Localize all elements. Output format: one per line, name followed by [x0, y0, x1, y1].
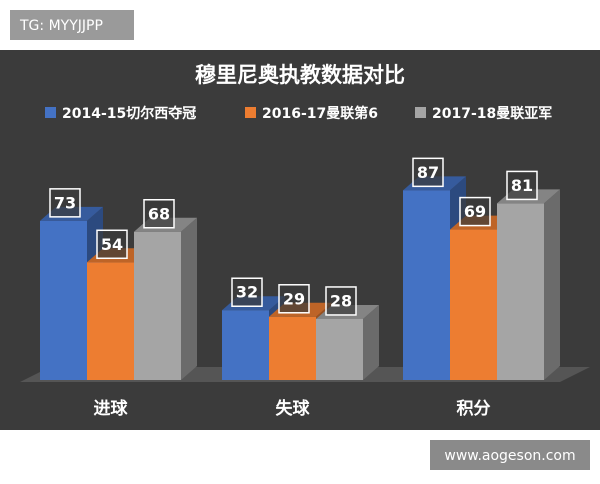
value-label-box: [231, 277, 263, 307]
legend-swatch: [245, 107, 256, 118]
value-label-box: [506, 170, 538, 201]
value-label: 73: [54, 193, 76, 212]
watermark: www.aogeson.com: [444, 448, 575, 464]
legend-swatch: [415, 107, 426, 118]
value-label-box: [278, 284, 310, 314]
x-tick-label: 积分: [457, 399, 491, 419]
bar: [403, 190, 450, 380]
value-label: 29: [283, 289, 305, 308]
value-label-box: [143, 199, 175, 229]
bar: [316, 318, 363, 380]
bar: [269, 316, 316, 380]
bar-side: [544, 189, 560, 380]
value-label: 81: [511, 176, 533, 195]
value-label-box: [325, 286, 357, 316]
bar: [40, 220, 87, 380]
bar: [134, 231, 181, 380]
watermark-box: [430, 440, 590, 470]
watermark-box: [10, 10, 134, 40]
value-label: 54: [101, 235, 123, 254]
bar: [497, 203, 544, 380]
legend-label: 2014-15切尔西夺冠: [62, 105, 196, 122]
chart-title: 穆里尼奥执教数据对比: [195, 63, 405, 87]
value-label: 28: [330, 291, 352, 310]
legend-label: 2016-17曼联第6: [262, 105, 378, 122]
value-label-box: [459, 196, 491, 227]
value-label-box: [412, 157, 444, 188]
x-tick-label: 进球: [94, 399, 129, 419]
watermark: TG: MYYJJPP: [19, 18, 103, 34]
value-label: 69: [464, 202, 486, 221]
value-label: 32: [236, 283, 258, 302]
value-label-box: [96, 229, 128, 260]
legend-label: 2017-18曼联亚军: [432, 106, 552, 122]
value-label: 68: [148, 204, 170, 223]
value-label-box: [49, 188, 81, 218]
bar: [450, 229, 497, 380]
value-label: 87: [417, 163, 439, 182]
bar-side: [363, 304, 379, 380]
bar: [87, 262, 134, 380]
bar-side: [181, 217, 197, 380]
legend-swatch: [45, 107, 56, 118]
bar: [222, 310, 269, 380]
x-tick-label: 失球: [276, 398, 311, 419]
